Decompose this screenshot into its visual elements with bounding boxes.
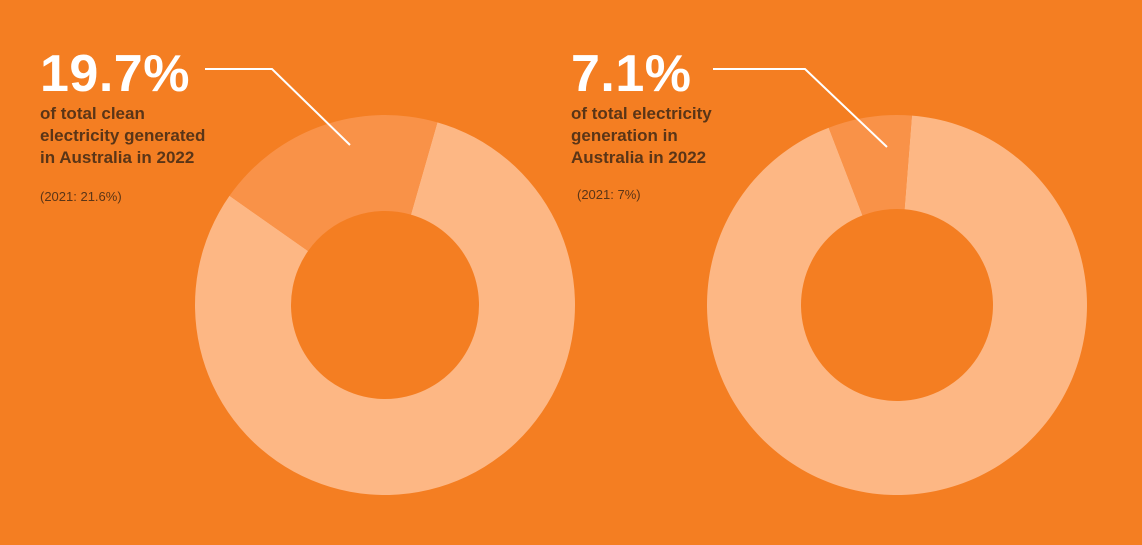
description-line: Australia in 2022 <box>571 148 707 167</box>
note-total-electricity: (2021: 7%) <box>577 187 641 202</box>
description-total-electricity: of total electricity generation in Austr… <box>571 103 712 169</box>
description-line: of total electricity <box>571 104 712 123</box>
headline-clean-electricity: 19.7% <box>40 45 190 103</box>
description-clean-electricity: of total clean electricity generated in … <box>40 103 205 169</box>
donut-slice-highlight <box>828 115 912 216</box>
description-line: in Australia in 2022 <box>40 148 195 167</box>
donut-chart-total-electricity <box>706 115 1087 496</box>
callout-line-clean-electricity <box>205 68 351 146</box>
callout-line-total-electricity <box>713 68 888 148</box>
description-line: generation in <box>571 126 678 145</box>
donut-chart-clean-electricity <box>195 115 576 496</box>
donut-slice-remainder <box>195 122 576 496</box>
donut-slice-highlight <box>229 115 438 251</box>
donut-slice-remainder <box>706 115 1087 496</box>
note-clean-electricity: (2021: 21.6%) <box>40 189 122 204</box>
headline-total-electricity: 7.1% <box>571 45 692 103</box>
description-line: electricity generated <box>40 126 206 145</box>
description-line: of total clean <box>40 104 145 123</box>
